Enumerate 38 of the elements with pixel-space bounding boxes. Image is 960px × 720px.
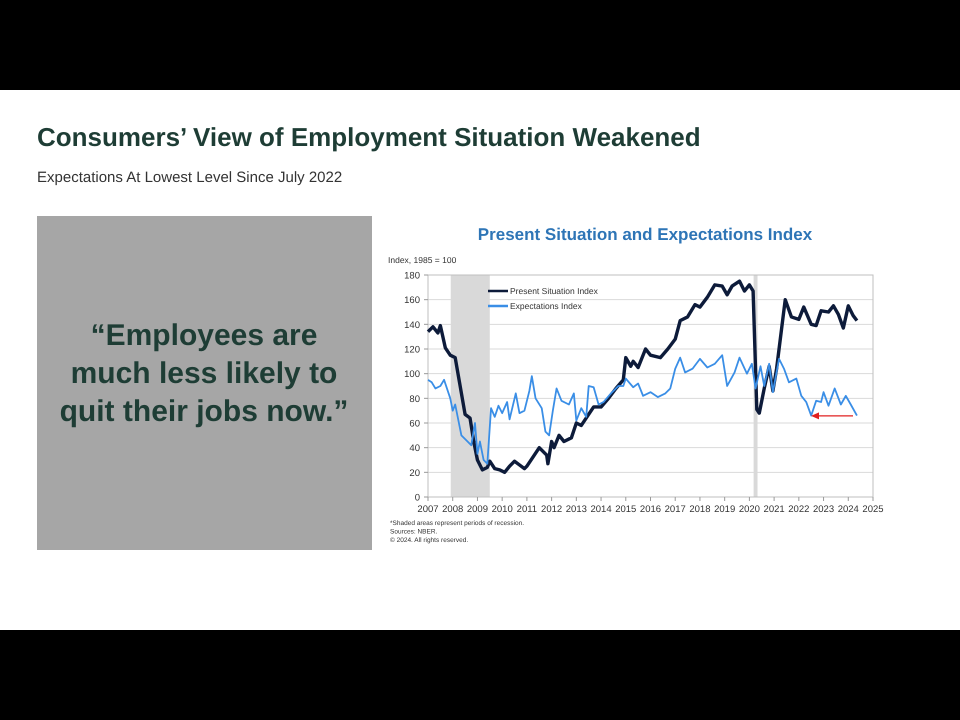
legend-label: Expectations Index — [510, 301, 583, 311]
x-tick-label: 2008 — [442, 504, 464, 515]
line-series — [427, 354, 858, 465]
line-series — [426, 279, 859, 474]
x-tick-label: 2010 — [492, 504, 513, 515]
y-axis-title: Index, 1985 = 100 — [388, 255, 457, 265]
x-tick-label: 2012 — [541, 504, 562, 515]
y-tick-label: 0 — [414, 492, 420, 504]
chart-title: Consumers’ View of Employment Situation Weakened — [37, 122, 701, 152]
x-tick-label: 2023 — [812, 504, 834, 515]
y-tick-label: 60 — [409, 418, 420, 430]
text: “Employees are much less likely to quit their jobs now.” — [60, 319, 348, 428]
y-tick-label: 40 — [409, 443, 420, 454]
x-tick-label: 2015 — [615, 504, 636, 515]
x-tick-label: 2009 — [466, 504, 488, 515]
y-tick-label: 100 — [404, 369, 420, 380]
y-tick-label: 20 — [409, 468, 420, 479]
x-tick-label: 2025 — [862, 504, 884, 515]
x-tick-label: 2017 — [664, 504, 686, 515]
text: Expectations At Lowest Level Since July 2022 — [37, 169, 342, 186]
x-tick-label: 2024 — [838, 504, 859, 515]
legend-label: Present Situation Index — [510, 286, 599, 296]
x-tick-label: 2020 — [738, 504, 760, 515]
x-tick-label: 2013 — [566, 504, 587, 515]
x-tick-label: 2021 — [764, 504, 785, 515]
x-tick-label: 2022 — [788, 504, 810, 515]
x-tick-label: 2019 — [714, 504, 736, 515]
x-tick-label: 2014 — [590, 504, 612, 515]
y-tick-label: 160 — [404, 295, 420, 306]
y-tick-label: 120 — [404, 344, 420, 356]
y-tick-label: 140 — [404, 320, 420, 331]
x-tick-label: 2018 — [689, 504, 711, 515]
text: Present Situation and Expectations Index — [478, 225, 813, 244]
x-tick-label: 2011 — [516, 504, 538, 515]
y-tick-label: 80 — [409, 394, 420, 405]
y-tick-label: 180 — [404, 270, 420, 282]
x-tick-label: 2016 — [640, 504, 662, 515]
x-tick-label: 2007 — [417, 504, 439, 515]
